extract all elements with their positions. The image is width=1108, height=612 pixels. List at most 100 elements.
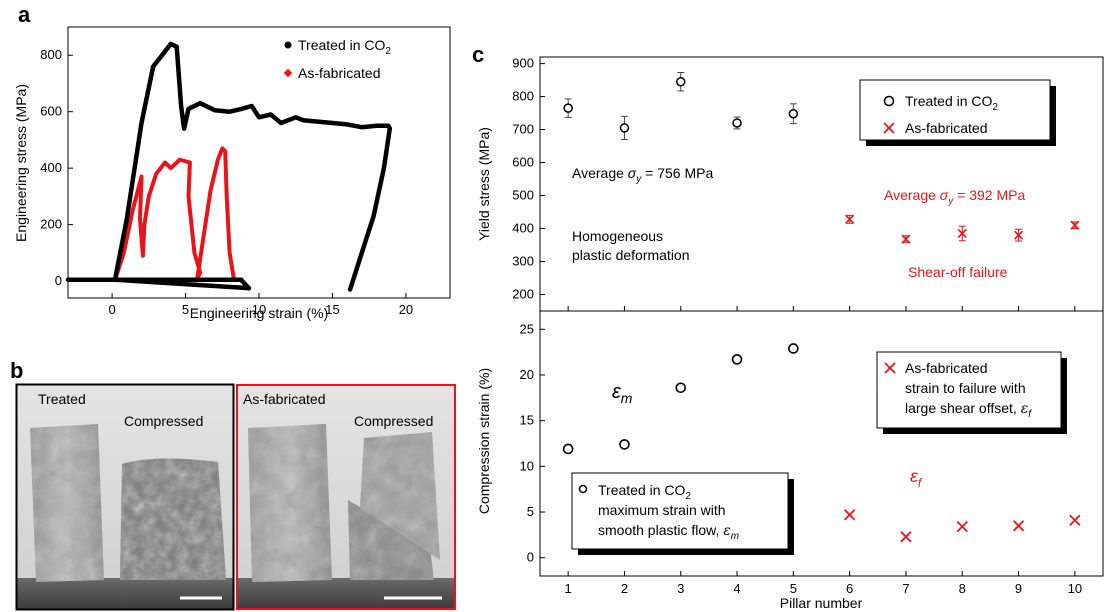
cb-xtick-label: 3	[677, 581, 684, 596]
cb-ytick-label: 15	[520, 413, 534, 428]
panel-b-micrographs: Treated Compressed As-fabricated Compres…	[15, 383, 456, 611]
panel-a-legend: Treated in CO2 As-fabricated	[283, 37, 391, 81]
label-treated: Treated	[38, 391, 86, 407]
treated-strain-point	[788, 343, 799, 354]
ct-ytick-label: 400	[512, 221, 534, 236]
panel-label-c: c	[472, 42, 484, 67]
asfab-strain-point	[844, 509, 856, 521]
asfab-strain-point	[956, 521, 968, 533]
pillar-asfab-sheared-lower-texture	[348, 500, 434, 580]
bottom-legend-treated-marker	[578, 484, 588, 494]
asfab-strain-point	[900, 531, 912, 543]
treated-strain-point	[675, 382, 687, 394]
cb-ytick-label: 10	[520, 458, 534, 473]
ct-ytick-label: 800	[512, 89, 534, 104]
cb-xtick-label: 8	[959, 581, 966, 596]
panel-c-bottom-series	[562, 343, 1081, 543]
avg-treated-annotation: Average σy = 756 MPa	[572, 165, 713, 185]
panel-c-top-legend: Treated in CO2 As-fabricated	[859, 79, 1056, 146]
top-legend-treated-marker	[883, 95, 895, 107]
cb-ytick-label: 5	[527, 504, 534, 519]
pillar-asfab-sheared-upper-texture	[360, 432, 440, 560]
panel-a-frame	[67, 26, 451, 299]
panel-label-b: b	[10, 358, 23, 383]
a-xtick-label: 15	[325, 302, 339, 317]
asfab-strain-point	[1012, 520, 1025, 532]
legend-treated-label: Treated in CO2	[298, 37, 391, 57]
ct-ytick-label: 700	[512, 122, 534, 137]
a-xtick-label: 10	[252, 302, 266, 317]
cb-ytick-label: 0	[527, 550, 534, 565]
micrograph-treated: Treated Compressed	[15, 383, 235, 611]
panel-c-top-series	[563, 72, 1080, 244]
bottom-legend-treated-line2: maximum strain with	[598, 502, 726, 518]
a-ytick-label: 200	[40, 217, 62, 232]
panel-c-plot: 200 300 400 500 600 700 800 900 0 5 10 15 20 25 1 2 3 4 5…	[476, 56, 1104, 611]
cb-xtick-label: 10	[1068, 581, 1082, 596]
ct-ytick-label: 500	[512, 188, 534, 203]
micrograph-asfab: As-fabricated Compressed	[236, 384, 456, 610]
micrograph-treated-frame	[15, 383, 235, 611]
panel-c-bottom-legend-treated: Treated in CO2 maximum strain with smoot…	[571, 472, 794, 555]
top-legend-asfab-marker	[883, 122, 895, 134]
bottom-legend-treated-box	[571, 472, 789, 550]
ct-ytick-label: 300	[512, 254, 534, 269]
asfab-yield-point	[901, 234, 911, 244]
series-treated-end-point	[246, 285, 252, 291]
a-ytick-label: 400	[40, 160, 62, 175]
asfab-yield-point	[1013, 228, 1024, 242]
cb-xtick-label: 7	[902, 581, 909, 596]
micrograph-treated-base	[16, 578, 234, 610]
treated-strain-point	[731, 354, 743, 365]
panel-c-bottom-ticks: 0 5 10 15 20 25 1 2 3 4 5 6 7 8 9 10	[520, 321, 1083, 596]
a-xtick-label: 5	[182, 302, 189, 317]
micrograph-asfab-base	[236, 578, 456, 610]
ct-ytick-label: 900	[512, 56, 534, 71]
top-legend-treated-label: Treated in CO2	[905, 93, 998, 113]
panel-c-bottom-legend-asfab: As-fabricated strain to failure with lar…	[876, 351, 1067, 434]
treated-yield-point	[676, 72, 686, 92]
pillar-treated-texture	[30, 424, 104, 582]
bottom-legend-asfab-line3: large shear offset, εf	[905, 400, 1032, 420]
a-xtick-label: 0	[108, 302, 115, 317]
series-asfab-curve	[95, 146, 236, 282]
cb-xtick-label: 5	[790, 581, 797, 596]
asfab-strain-point	[1069, 514, 1081, 526]
cb-xtick-label: 2	[621, 581, 628, 596]
label-asfab: As-fabricated	[243, 391, 325, 407]
asfab-yield-point	[1070, 220, 1080, 230]
asfab-yield-point	[957, 225, 967, 242]
shear-off-annotation: Shear-off failure	[908, 264, 1008, 280]
legend-asfab-label: As-fabricated	[298, 65, 380, 81]
top-legend-box	[859, 79, 1051, 141]
bottom-legend-treated-line3: smooth plastic flow, εm	[598, 522, 739, 542]
cb-xtick-label: 4	[733, 581, 740, 596]
bottom-legend-treated-line1: Treated in CO2	[598, 482, 691, 502]
cb-ytick-label: 20	[520, 367, 534, 382]
micrograph-asfab-frame	[236, 384, 456, 610]
bottom-legend-asfab-line2: strain to failure with	[905, 380, 1026, 396]
treated-yield-point	[788, 103, 799, 125]
epsilon-f-label: εf	[910, 466, 923, 490]
ct-ytick-label: 200	[512, 287, 534, 302]
panel-c-top-ylabel: Yield stress (MPa)	[476, 127, 492, 241]
a-ytick-label: 800	[40, 47, 62, 62]
homog-annotation-line2: plastic deformation	[572, 247, 690, 263]
legend-treated-marker	[284, 41, 292, 49]
avg-asfab-annotation: Average σy = 392 MPa	[884, 187, 1025, 207]
homog-annotation-line1: Homogeneous	[572, 228, 663, 244]
cb-xtick-label: 9	[1015, 581, 1022, 596]
bottom-legend-asfab-line1: As-fabricated	[905, 360, 987, 376]
treated-yield-point	[619, 115, 630, 140]
treated-yield-point	[563, 98, 573, 118]
cb-xtick-label: 1	[565, 581, 572, 596]
panel-c-frame	[539, 56, 1104, 577]
panel-a-xlabel: Engineering strain (%)	[190, 305, 329, 321]
bottom-legend-asfab-marker	[884, 362, 896, 374]
legend-asfab-marker	[283, 68, 293, 78]
bottom-legend-asfab-box	[876, 351, 1062, 429]
panel-a-series	[65, 41, 393, 292]
panel-a-ylabel: Engineering stress (MPa)	[13, 84, 29, 242]
